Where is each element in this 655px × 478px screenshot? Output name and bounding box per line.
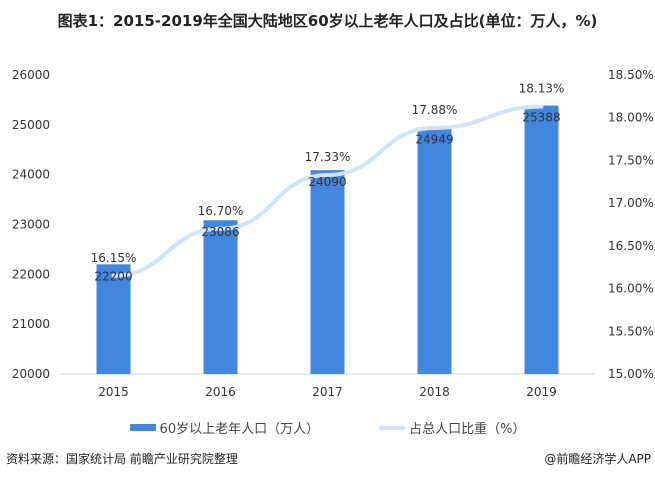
right-tick-label: 15.00% xyxy=(608,367,654,381)
right-tick-label: 16.50% xyxy=(608,239,654,253)
line-data-label: 18.13% xyxy=(519,82,565,96)
legend-swatch-line xyxy=(379,425,406,430)
left-tick-label: 24000 xyxy=(12,168,50,182)
x-tick-label: 2017 xyxy=(312,385,343,399)
legend-item-line[interactable]: 占总人口比重（%） xyxy=(379,418,525,437)
x-tick-label: 2019 xyxy=(526,385,557,399)
left-tick-label: 26000 xyxy=(12,68,50,82)
left-tick-label: 20000 xyxy=(12,367,50,381)
line-data-label: 17.33% xyxy=(305,150,351,164)
legend-label-line: 占总人口比重（%） xyxy=(409,422,526,437)
left-tick-label: 22000 xyxy=(12,267,50,281)
legend-swatch-bar xyxy=(129,424,156,431)
x-tick-label: 2018 xyxy=(419,385,450,399)
legend-item-bar[interactable]: 60岁以上老年人口（万人） xyxy=(129,418,320,437)
x-tick-label: 2015 xyxy=(98,385,129,399)
bar xyxy=(96,264,131,374)
legend-label-bar: 60岁以上老年人口（万人） xyxy=(159,422,320,437)
right-tick-label: 18.50% xyxy=(608,68,654,82)
bar-data-label: 22200 xyxy=(94,269,132,283)
chart-title: 图表1：2015-2019年全国大陆地区60岁以上老年人口及占比(单位：万人，%… xyxy=(57,12,598,30)
right-tick-label: 16.00% xyxy=(608,282,654,296)
left-tick-label: 21000 xyxy=(12,317,50,331)
right-tick-label: 18.00% xyxy=(608,111,654,125)
bar-data-label: 24949 xyxy=(415,132,453,146)
line-data-label: 17.88% xyxy=(412,103,458,117)
line-data-label: 16.70% xyxy=(198,204,244,218)
bar-data-label: 25388 xyxy=(522,110,560,124)
left-tick-label: 25000 xyxy=(12,118,50,132)
x-tick-label: 2016 xyxy=(205,385,236,399)
line-data-label: 16.15% xyxy=(91,251,137,265)
right-tick-label: 17.00% xyxy=(608,196,654,210)
right-tick-label: 17.50% xyxy=(608,153,654,167)
legend: 60岁以上老年人口（万人） 占总人口比重（%） xyxy=(0,418,655,437)
credit-note: @前瞻经济学人APP xyxy=(544,452,651,466)
bar-data-label: 24090 xyxy=(308,175,346,189)
bar xyxy=(310,170,345,374)
source-note: 资料来源：国家统计局 前瞻产业研究院整理 xyxy=(6,452,238,466)
right-tick-label: 15.50% xyxy=(608,324,654,338)
bar xyxy=(417,127,452,374)
bar xyxy=(524,105,559,375)
bar-data-label: 23086 xyxy=(201,225,239,239)
left-tick-label: 23000 xyxy=(12,218,50,232)
bar xyxy=(203,220,238,374)
